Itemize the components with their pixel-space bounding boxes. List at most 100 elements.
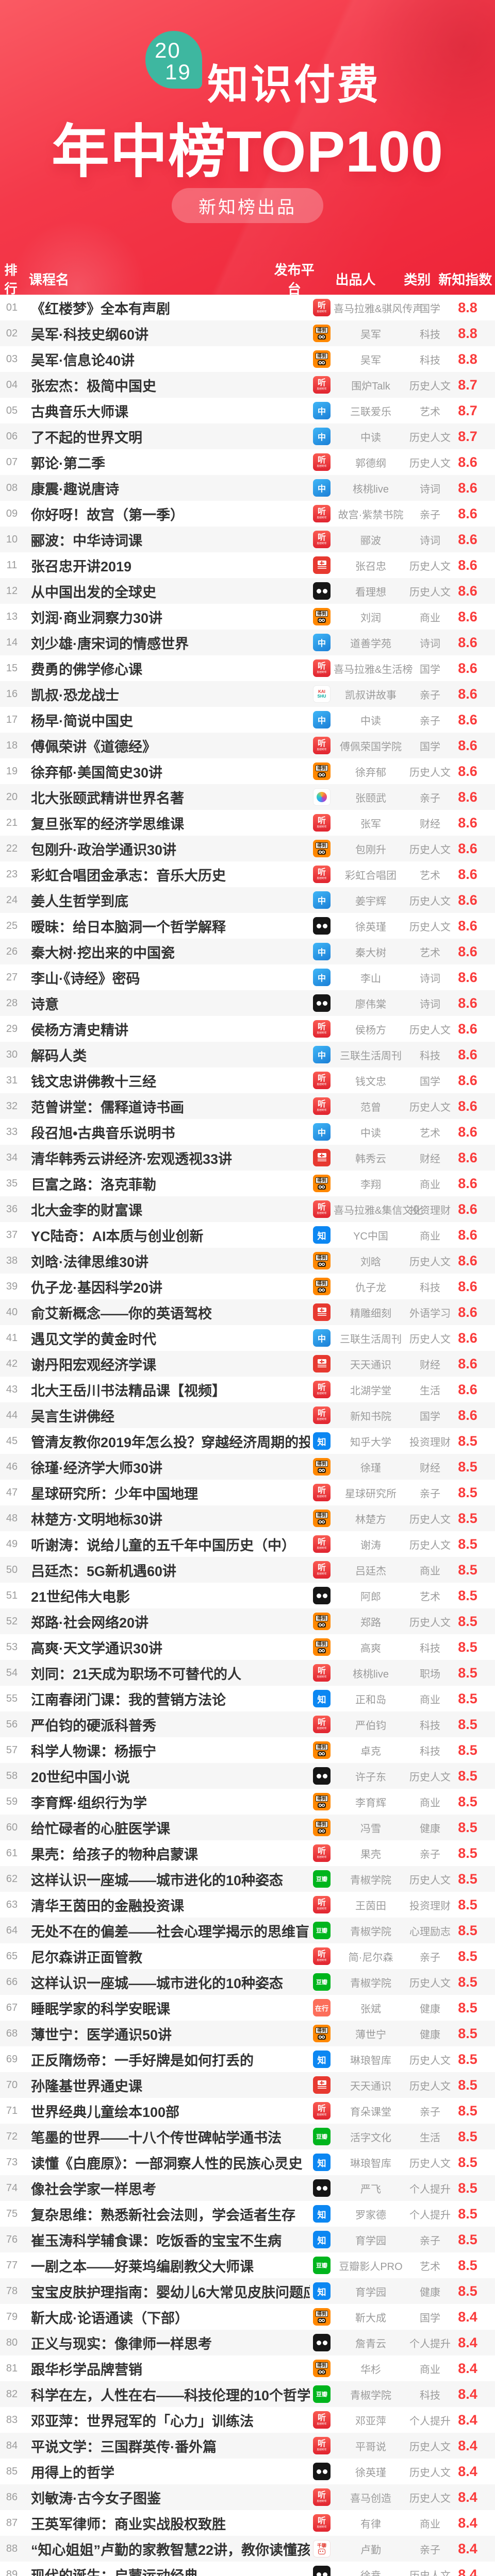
rank-number: 23 (6, 868, 18, 880)
list-item: 01 《红楼梦》全本有声剧 听思想跨年 喜马拉雅&骐风传声 国学 8.8 (0, 295, 495, 320)
producer-name: 有律 (360, 2518, 381, 2530)
producer-name: 故宫·紫禁书院 (338, 509, 404, 521)
rank-number: 22 (6, 842, 18, 854)
list-item: 10 郦波：中华诗词课 听思想跨年 郦波 诗词 8.6 (0, 527, 495, 552)
new-knowledge-index-score: 8.6 (458, 1046, 477, 1062)
new-knowledge-index-score: 8.6 (458, 1252, 477, 1268)
zhihu-platform-icon: 知 (313, 1432, 331, 1450)
platform-cell: 得到 (310, 1175, 334, 1192)
course-name: 暧昧：给日本脑洞一个哲学解释 (31, 919, 226, 935)
douban-platform-icon: 豆瓣 (313, 1922, 331, 1939)
list-item: 58 20世纪中国小说 许子东 历史人文 8.5 (0, 1763, 495, 1789)
list-item: 66 这样认识一座城——城市进化的10种姿态 豆瓣 青椒学院 历史人文 8.5 (0, 1969, 495, 1995)
category-label: 历史人文 (409, 1514, 451, 1526)
category-label: 历史人文 (409, 767, 451, 778)
course-name: 古典音乐大师课 (31, 404, 128, 420)
list-item: 05 古典音乐大师课 中 三联爱乐 艺术 8.7 (0, 398, 495, 423)
new-knowledge-index-score: 8.6 (458, 789, 477, 805)
category-label: 国学 (420, 1076, 440, 1088)
new-knowledge-index-score: 8.5 (458, 1484, 477, 1500)
header-producer: 出品人 (335, 272, 376, 287)
header-category: 类别 (404, 272, 431, 287)
category-label: 历史人文 (409, 1256, 451, 1268)
dedao-platform-icon: 得到 (313, 1175, 331, 1192)
course-name: 尼尔森讲正面管教 (31, 1950, 142, 1965)
course-name: 杨早·简说中国史 (31, 713, 133, 729)
producer-name: 知乎大学 (350, 1436, 391, 1448)
course-name: 正义与现实：像律师一样思考 (31, 2336, 212, 2352)
category-label: 历史人文 (409, 2080, 451, 2092)
list-item: 31 钱文忠讲佛教十三经 听思想跨年 钱文忠 国学 8.6 (0, 1067, 495, 1093)
list-item: 09 你好呀！故宫（第一季） 听思想跨年 故宫·紫禁书院 亲子 8.6 (0, 501, 495, 527)
rank-number: 30 (6, 1048, 18, 1060)
category-label: 亲子 (420, 1849, 440, 1860)
producer-name: 李翔 (360, 1179, 381, 1191)
list-item: 39 仇子龙·基因科学20讲 得到 仇子龙 科技 8.6 (0, 1274, 495, 1299)
swirl-platform-icon (313, 788, 331, 806)
producer-name: 罗家德 (355, 2209, 386, 2221)
platform-cell: 听思想跨年 (310, 531, 334, 548)
list-item: 44 吴言生讲佛经 听思想跨年 新知书院 国学 8.6 (0, 1402, 495, 1428)
ximalaya-platform-icon: 听思想跨年 (313, 1947, 331, 1965)
new-knowledge-index-score: 8.5 (458, 1819, 477, 1835)
producer-name: 核桃live (352, 483, 389, 495)
new-knowledge-index-score: 8.6 (458, 1149, 477, 1165)
producer-name: 包刚升 (355, 844, 386, 856)
ximalaya-platform-icon: 听思想跨年 (313, 453, 331, 471)
list-item: 68 薄世宁：医学通识50讲 得到 薄世宁 健康 8.5 (0, 2021, 495, 2046)
dedao-platform-icon: 得到 (313, 1819, 331, 1836)
platform-cell: 中 (310, 479, 334, 497)
rank-number: 31 (6, 1074, 18, 1086)
list-item: 16 凯叔·恐龙战士 KAI SHU 凯叔讲故事 亲子 8.6 (0, 681, 495, 707)
category-label: 亲子 (420, 2544, 440, 2556)
producer-name: 张斌 (360, 2003, 381, 2015)
list-item: 19 徐弃郁·美国简史30讲 得到 徐弃郁 历史人文 8.6 (0, 758, 495, 784)
category-label: 国学 (420, 303, 440, 315)
category-label: 国学 (420, 1411, 440, 1422)
list-item: 14 刘少雄·唐宋词的情感世界 中 道善学苑 诗词 8.6 (0, 630, 495, 655)
new-knowledge-index-score: 8.7 (458, 402, 477, 418)
new-knowledge-index-score: 8.4 (458, 2360, 477, 2376)
producer-name: 高爽 (360, 1642, 381, 1654)
category-label: 历史人文 (409, 1101, 451, 1113)
list-item: 12 从中国出发的全球史 看理想 历史人文 8.6 (0, 578, 495, 604)
new-knowledge-index-score: 8.6 (458, 1381, 477, 1397)
course-name: 听谢涛：说给儿童的五千年中国历史（中） (31, 1537, 295, 1553)
ximalaya-platform-icon: 听思想跨年 (313, 376, 331, 394)
list-item: 70 孙隆基世界通史课 天天通识 历史人文 8.5 (0, 2072, 495, 2098)
category-label: 亲子 (420, 2235, 440, 2247)
new-knowledge-index-score: 8.5 (458, 2051, 477, 2067)
dedao-platform-icon: 得到 (313, 1741, 331, 1759)
category-label: 财经 (420, 1359, 440, 1371)
producer-name: 廖伟棠 (355, 998, 386, 1010)
platform-cell: 中 (310, 711, 334, 728)
ximalaya-platform-icon: 听思想跨年 (313, 531, 331, 548)
platform-cell: 听思想跨年 (310, 299, 334, 316)
category-label: 艺术 (420, 870, 440, 882)
new-knowledge-index-score: 8.4 (458, 2386, 477, 2402)
list-item: 67 睡眠学家的科学安眠课 在行 张斌 健康 8.5 (0, 1995, 495, 2021)
course-name: 现代的诞生：启蒙运动经典 (31, 2568, 198, 2576)
list-item: 41 遇见文学的黄金时代 中三联生活周刊 历史人文 8.6 (0, 1325, 495, 1351)
new-knowledge-index-score: 8.6 (458, 1098, 477, 1114)
course-name: 平说文学：三国群英传·番外篇 (31, 2439, 217, 2455)
category-label: 历史人文 (409, 2570, 451, 2576)
category-label: 亲子 (420, 792, 440, 804)
course-name: 康震·趣说唐诗 (31, 481, 119, 497)
new-knowledge-index-score: 8.6 (458, 480, 477, 496)
producer-name: 徐英瑾 (355, 2467, 386, 2479)
category-label: 亲子 (420, 715, 440, 727)
list-item: 64 无处不在的偏差——社会心理学揭示的思维盲点 豆瓣 青椒学院 心理励志 8.5 (0, 1918, 495, 1943)
rank-number: 15 (6, 662, 18, 674)
course-name: 北大金李的财富课 (31, 1202, 142, 1218)
ximalaya-platform-icon: 听思想跨年 (313, 1664, 331, 1682)
platform-cell: 听思想跨年 (310, 1947, 334, 1965)
course-name: 从中国出发的全球史 (31, 584, 156, 600)
category-label: 历史人文 (409, 380, 451, 392)
list-item: 52 郑路·社会网络20讲 得到 郑路 历史人文 8.5 (0, 1608, 495, 1634)
rank-number: 62 (6, 1873, 18, 1885)
platform-cell: 得到 (310, 1793, 334, 1810)
new-knowledge-index-score: 8.6 (458, 1355, 477, 1371)
producer-name: 徐瑾 (360, 1462, 381, 1474)
platform-cell (310, 2334, 334, 2351)
